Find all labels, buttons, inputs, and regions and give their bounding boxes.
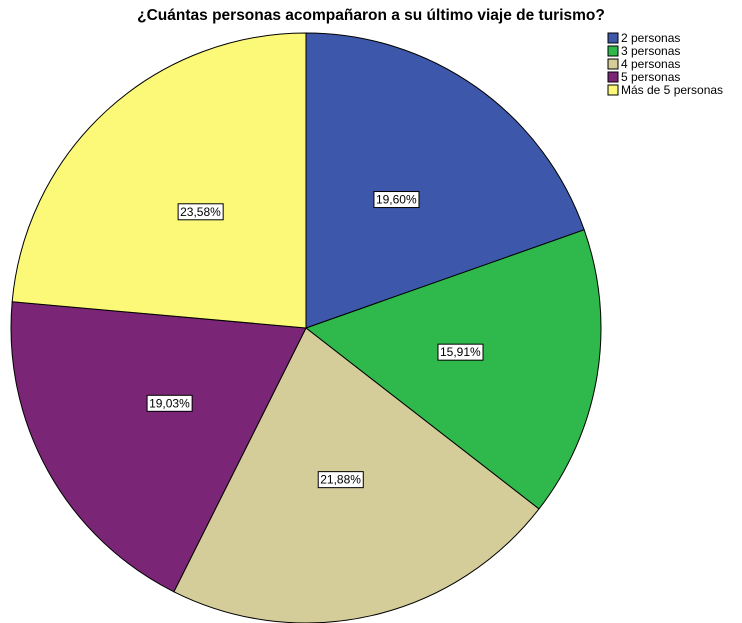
pie-slice [11,32,307,329]
pie-slice [10,301,307,593]
legend-swatch [607,45,619,57]
data-label-box [317,471,364,489]
chart-title: ¿Cuántas personas acompañaron a su últim… [137,7,605,24]
data-label: 19,03% [149,396,190,410]
data-label: 15,91% [440,345,481,359]
legend-swatch [607,84,619,96]
pie-slice [304,229,602,510]
legend-swatch [607,58,619,70]
legend-label: 5 personas [621,70,680,84]
legend-label: 4 personas [621,57,680,71]
data-label: 21,88% [320,473,361,487]
data-label-box [146,394,193,412]
legend-label: 2 personas [621,31,680,45]
data-label-box [437,343,484,361]
data-label: 19,60% [376,193,417,207]
data-label-box [373,191,420,209]
legend-swatch [607,32,619,44]
legend-swatch [607,71,619,83]
data-label-box [177,203,224,221]
data-label: 23,58% [180,205,221,219]
legend-label: Más de 5 personas [621,83,723,97]
legend-label: 3 personas [621,44,680,58]
